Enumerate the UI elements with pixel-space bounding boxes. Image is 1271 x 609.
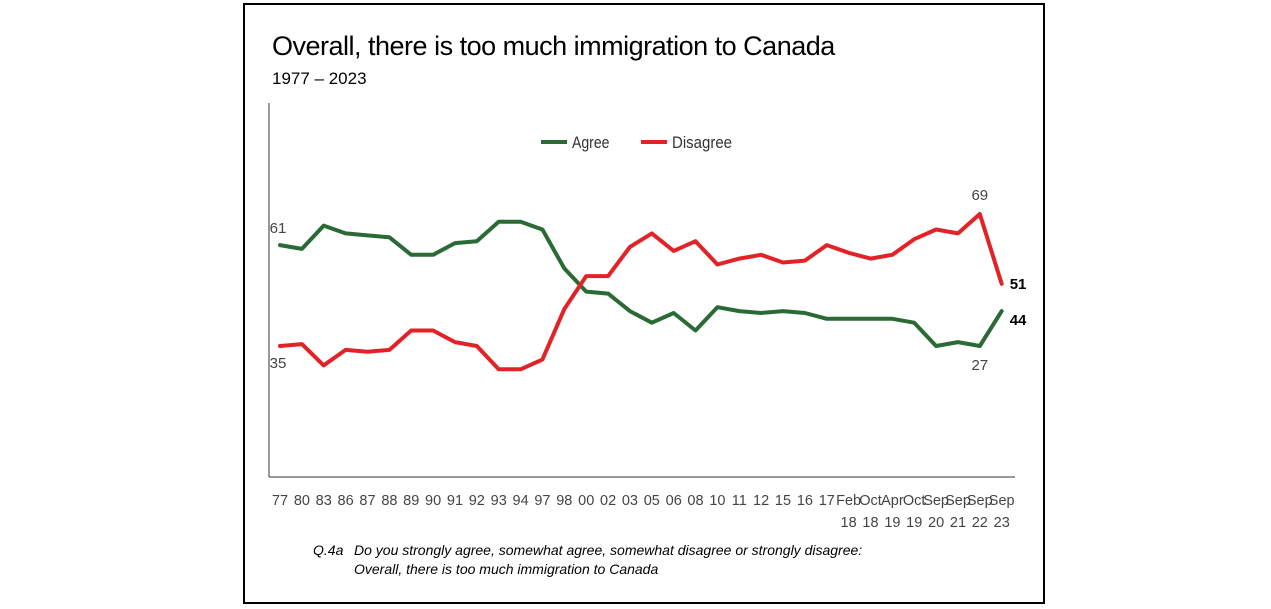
x-tick-label: 00 [578,493,594,509]
x-tick-label: Sep [989,493,1015,509]
data-label: 51 [1010,276,1027,293]
x-tick-label: 05 [644,493,660,509]
x-tick-label: 03 [622,493,638,509]
data-label: 69 [971,187,988,204]
x-tick-label: 15 [775,493,791,509]
x-tick-label: 98 [556,493,572,509]
x-tick-label: 17 [819,493,835,509]
x-tick-label: 19 [884,515,900,531]
x-tick-label: 93 [491,493,507,509]
x-tick-label: 19 [906,515,922,531]
footnote-line-1: Do you strongly agree, somewhat agree, s… [354,542,863,558]
x-tick-label: Sep [967,493,993,509]
x-tick-label: 10 [709,493,725,509]
x-tick-label: 92 [469,493,485,509]
x-tick-label: 20 [928,515,944,531]
line-chart: Agree Disagree 77 80 83 86 87 88 89 90 91 92 93 94 97 9… [268,103,1027,531]
x-tick-label: 80 [294,493,310,509]
x-tick-label: 02 [600,493,616,509]
series-line-disagree [278,212,1004,372]
x-tick-label: 11 [732,493,747,509]
x-tick-label: 97 [534,493,550,509]
x-tick-label: Feb [836,493,861,509]
x-tick-label: 88 [381,493,397,509]
chart-subtitle: 1977 – 2023 [272,69,367,88]
x-tick-label: 16 [797,493,813,509]
series-line-agree [278,219,1004,348]
x-tick-label: 22 [972,515,988,531]
x-tick-label: 90 [425,493,441,509]
footnote-question-id: Q.4a [313,542,344,558]
x-tick-label: Oct [903,493,926,509]
x-tick-label: 86 [338,493,354,509]
footnote: Q.4a Do you strongly agree, somewhat agre… [313,541,862,579]
x-tick-label: 18 [862,515,878,531]
x-tick-label: 77 [272,493,288,509]
x-tick-label: 83 [316,493,332,509]
x-tick-label: 87 [359,493,375,509]
data-label: 61 [270,220,287,237]
x-tick-label: 21 [950,515,966,531]
data-label: 44 [1010,312,1027,329]
x-tick-label: 91 [447,493,463,509]
chart-title: Overall, there is too much immigration t… [272,31,835,61]
x-tick-label: 06 [666,493,682,509]
x-tick-label: 12 [753,493,769,509]
x-tick-label: 89 [403,493,419,509]
x-tick-label: Sep [923,493,949,509]
data-label: 35 [270,355,287,372]
x-tick-label: 94 [513,493,529,509]
x-tick-label: Oct [859,493,882,509]
x-tick-label: 23 [994,515,1010,531]
legend-label-disagree: Disagree [672,133,732,152]
legend-label-agree: Agree [572,133,610,152]
x-tick-label: 18 [841,515,857,531]
x-tick-label: 08 [687,493,703,509]
x-tick-label: Apr [881,493,904,509]
x-tick-label: Sep [945,493,971,509]
chart-frame: Overall, there is too much immigration t… [243,3,1045,604]
footnote-line-2: Overall, there is too much immigration t… [354,561,659,577]
data-label: 27 [971,357,988,374]
